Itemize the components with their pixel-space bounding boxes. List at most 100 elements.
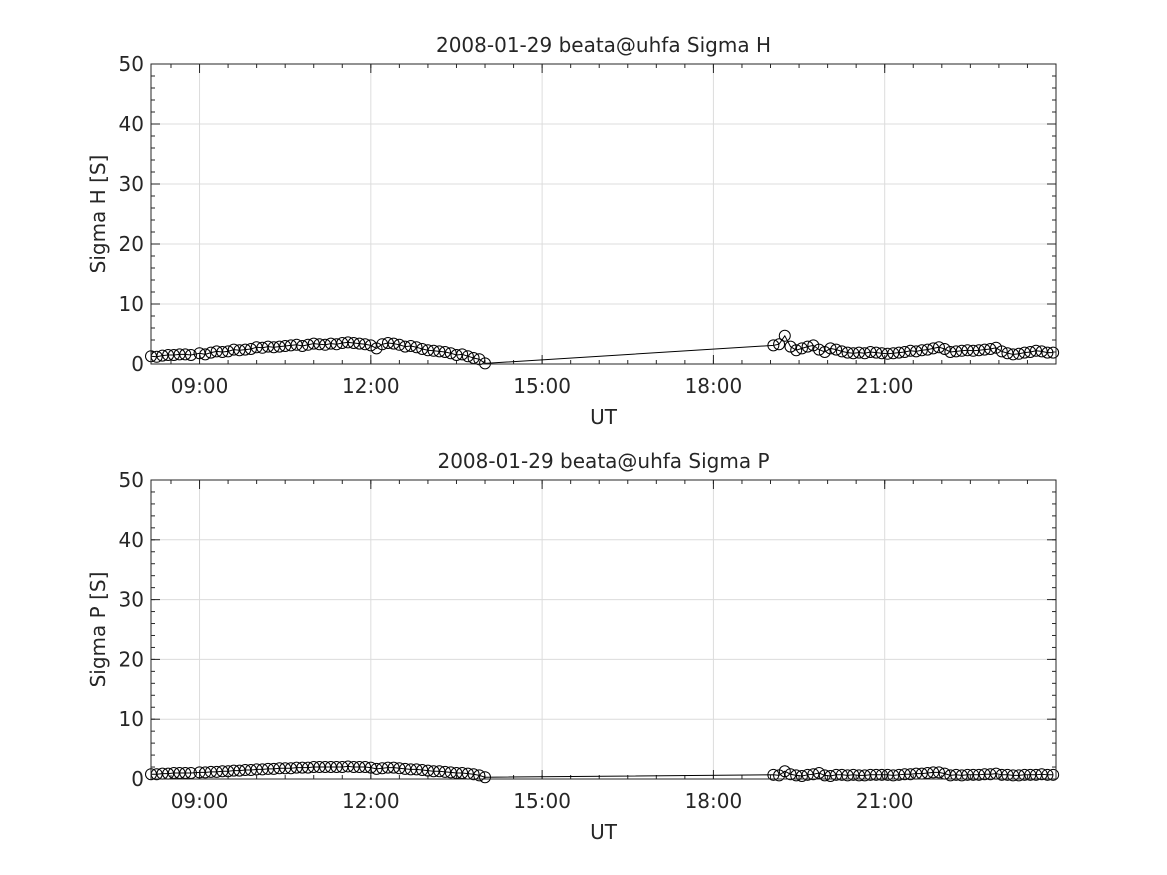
sigma-h-data-point (216, 346, 229, 358)
sigma-h-data-point (830, 343, 843, 356)
sigma-h-data-point (404, 340, 417, 352)
sigma-p-x-tick-label: 09:00 (171, 789, 229, 813)
sigma-h-y-tick-label: 20 (119, 232, 144, 256)
sigma-h-series-line (150, 334, 1054, 364)
sigma-h-data-point (416, 343, 429, 355)
sigma-p-data-point (359, 761, 372, 774)
sigma-p-x-tick-label: 15:00 (513, 789, 571, 813)
sigma-h-x-tick-label: 21:00 (856, 374, 914, 398)
sigma-h-data-point (273, 340, 286, 353)
sigma-h-data-point (818, 346, 831, 358)
sigma-h-data-point (910, 345, 923, 358)
sigma-h-panel: 09:00 12:00 15:00 18:00 21:00 0 10 20 30 40 50 2008… (86, 33, 1060, 429)
sigma-h-data-point (784, 340, 797, 353)
sigma-h-data-point (179, 348, 192, 361)
sigma-h-data-point (1030, 344, 1043, 357)
sigma-h-data-point (801, 340, 814, 353)
sigma-h-data-point (479, 357, 492, 370)
sigma-h-data-point (456, 348, 469, 361)
sigma-p-axes-frame (150, 479, 1057, 780)
sigma-p-y-tick-label: 30 (119, 588, 144, 612)
sigma-p-minor-ticks (151, 479, 1057, 780)
sigma-h-data-point (767, 339, 780, 352)
sigma-h-data-point (1041, 346, 1054, 359)
sigma-p-y-axis-label: Sigma P [S] (86, 572, 110, 688)
sigma-h-x-axis-label: UT (590, 405, 618, 429)
sigma-h-data-point (296, 340, 309, 352)
sigma-p-chart-title: 2008-01-29 beata@uhfa Sigma P (437, 449, 769, 473)
sigma-h-axes-frame (150, 63, 1057, 365)
sigma-p-x-axis-label: UT (590, 820, 618, 844)
sigma-h-y-tick-label: 0 (131, 352, 144, 376)
sigma-h-data-point (984, 343, 997, 355)
sigma-h-data-point (944, 346, 957, 358)
sigma-h-data-point (972, 344, 985, 357)
sigma-h-data-point (410, 341, 423, 354)
sigma-h-data-point (433, 345, 446, 358)
sigma-p-x-tick-label: 21:00 (856, 789, 914, 813)
sigma-h-data-point (439, 346, 452, 358)
sigma-p-x-tick-label: 18:00 (685, 789, 743, 813)
sigma-h-data-point (778, 329, 791, 342)
sigma-p-data-point (767, 768, 780, 781)
sigma-p-data-point (784, 768, 797, 781)
sigma-h-data-point (1007, 348, 1020, 361)
sigma-h-y-axis-label: Sigma H [S] (86, 155, 110, 274)
sigma-h-y-tick-label: 10 (119, 292, 144, 316)
sigma-h-x-tick-label: 18:00 (685, 374, 743, 398)
sigma-h-minor-ticks (151, 63, 1057, 365)
sigma-h-data-point (887, 347, 900, 360)
sigma-h-data-point (795, 342, 808, 355)
sigma-p-data-point (410, 763, 423, 776)
sigma-p-x-tick-label: 12:00 (342, 789, 400, 813)
sigma-h-data-point (364, 339, 377, 352)
sigma-h-x-tick-label: 15:00 (513, 374, 571, 398)
sigma-p-data-point (370, 762, 383, 775)
sigma-h-data-point (892, 346, 905, 359)
sigma-p-data-point (416, 764, 429, 777)
sigma-h-data-point (279, 340, 292, 352)
sigma-h-data-point (222, 345, 235, 358)
sigma-h-y-tick-label: 40 (119, 112, 144, 136)
sigma-h-data-point (824, 342, 837, 355)
sigma-p-data-point (795, 770, 808, 783)
sigma-h-data-point (921, 343, 934, 356)
sigma-p-data-point (932, 766, 945, 779)
sigma-h-data-point (1012, 347, 1025, 360)
sigma-h-data-point (870, 346, 883, 359)
sigma-h-data-point (184, 349, 197, 361)
sigma-h-data-point (813, 343, 826, 356)
sigma-h-data-point (1018, 346, 1031, 359)
sigma-h-data-point (835, 345, 848, 358)
sigma-h-data-point (359, 338, 372, 351)
sigma-p-data-point (467, 768, 480, 781)
sigma-h-data-point (244, 343, 257, 355)
sigma-h-y-tick-label: 30 (119, 172, 144, 196)
sigma-h-data-point (773, 338, 786, 351)
sigma-h-data-point (199, 348, 212, 361)
sigma-h-data-point (444, 347, 457, 360)
sigma-h-data-point (347, 337, 360, 349)
sigma-h-data-point (239, 343, 252, 356)
sigma-h-data-point (450, 349, 463, 361)
sigma-p-data-point (433, 765, 446, 778)
sigma-h-data-point (330, 338, 343, 351)
sigma-h-data-point (938, 343, 951, 355)
sigma-p-data-point (927, 766, 940, 779)
sigma-h-data-point (233, 344, 246, 357)
sigma-p-panel: 09:00 12:00 15:00 18:00 21:00 0 10 20 30 40 50 2008… (86, 449, 1060, 844)
sigma-h-chart-title: 2008-01-29 beata@uhfa Sigma H (436, 33, 771, 57)
sigma-p-data-point (473, 769, 486, 782)
sigma-h-data-point (967, 344, 980, 357)
sigma-p-y-tick-label: 20 (119, 647, 144, 671)
sigma-p-data-point (387, 761, 400, 774)
sigma-h-data-point (995, 345, 1008, 358)
sigma-p-data-point (439, 765, 452, 778)
sigma-h-data-point (267, 341, 280, 354)
sigma-h-data-point (307, 337, 320, 350)
sigma-h-data-point (387, 337, 400, 350)
sigma-p-data-point (393, 762, 406, 775)
sigma-p-data-point (778, 765, 791, 778)
sigma-h-data-point (1035, 345, 1048, 358)
